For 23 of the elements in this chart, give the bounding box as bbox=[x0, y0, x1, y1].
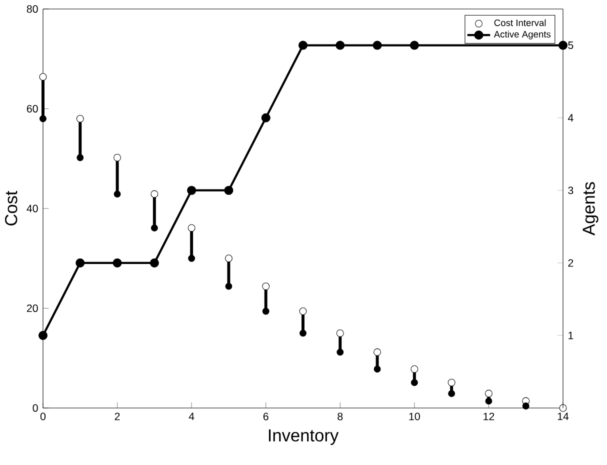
y-tick-label: 0 bbox=[32, 404, 38, 412]
y2-tick-label: 5 bbox=[568, 42, 574, 49]
y2-tick-label: 3 bbox=[568, 186, 574, 194]
y2-axis-title: Agents bbox=[582, 182, 598, 236]
x-tick-label: 2 bbox=[114, 412, 120, 420]
y-tick-label: 20 bbox=[26, 304, 38, 312]
x-tick-label: 0 bbox=[40, 412, 46, 420]
legend-label: Cost Interval bbox=[494, 19, 546, 26]
x-tick-label: 4 bbox=[188, 412, 194, 420]
x-tick-label: 10 bbox=[409, 412, 420, 420]
y-tick-label: 80 bbox=[26, 5, 38, 13]
legend-label: Active Agents bbox=[494, 30, 551, 40]
x-tick-label: 12 bbox=[484, 412, 494, 420]
x-tick-label: 8 bbox=[338, 412, 343, 420]
x-axis-title: Inventory bbox=[268, 429, 339, 445]
x-tick-label: 14 bbox=[558, 412, 569, 420]
y-tick-label: 40 bbox=[26, 204, 38, 212]
y2-tick-label: 2 bbox=[568, 259, 574, 267]
y-axis-title: Cost bbox=[4, 190, 18, 226]
x-tick-label: 6 bbox=[263, 412, 268, 420]
y2-tick-label: 4 bbox=[568, 114, 574, 122]
y-tick-label: 60 bbox=[26, 104, 38, 113]
y2-tick-label: 1 bbox=[568, 332, 574, 340]
